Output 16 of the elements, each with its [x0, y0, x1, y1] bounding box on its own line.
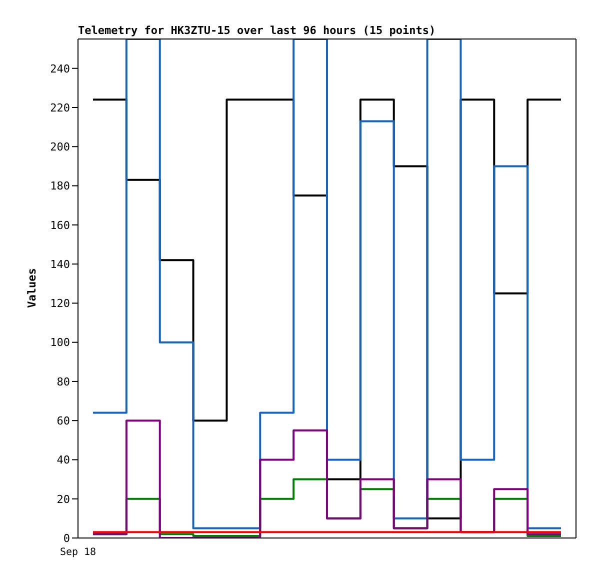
text: Sep 18 — [60, 547, 96, 558]
y-tick-label: 220 — [50, 101, 70, 114]
chart-title: Telemetry for HK3ZTU-15 over last 96 hours (15 points) — [78, 24, 436, 37]
y-tick-label: 120 — [50, 297, 70, 310]
y-axis-title: Values — [26, 268, 38, 308]
y-tick-label: 200 — [50, 140, 70, 154]
y-tick-label: 160 — [50, 218, 70, 232]
y-tick-label: 60 — [56, 414, 70, 428]
y-tick-label: 80 — [56, 375, 70, 388]
y-tick-label: 240 — [50, 62, 70, 76]
y-tick-label: 0 — [63, 532, 70, 545]
y-tick-label: 180 — [50, 180, 70, 193]
y-tick-label: 100 — [50, 336, 70, 350]
y-tick-label: 20 — [56, 492, 70, 506]
y-tick-label: 40 — [56, 454, 70, 467]
y-tick-label: 140 — [50, 258, 70, 271]
